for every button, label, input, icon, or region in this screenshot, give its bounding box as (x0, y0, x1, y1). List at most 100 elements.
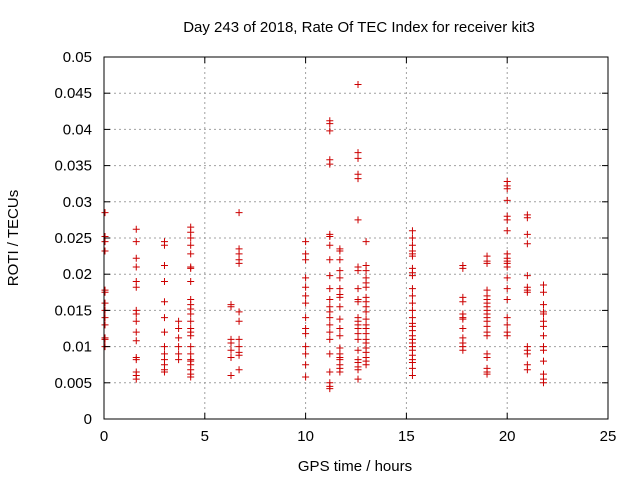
data-point (227, 353, 235, 361)
data-point (354, 366, 362, 374)
data-point (408, 272, 416, 280)
data-point (523, 288, 531, 296)
data-point (326, 256, 334, 264)
data-point (160, 277, 168, 285)
data-point (235, 351, 243, 359)
data-point (539, 281, 547, 289)
data-point (187, 277, 195, 285)
data-point (302, 361, 310, 369)
data-point (326, 160, 334, 168)
data-point (336, 303, 344, 311)
y-tick-label: 0.01 (63, 339, 92, 356)
data-point (483, 259, 491, 267)
data-point (235, 317, 243, 325)
y-tick-label: 0.035 (54, 158, 92, 175)
data-point (132, 238, 140, 246)
data-point (160, 343, 168, 351)
data-point (160, 298, 168, 306)
data-point (326, 285, 334, 293)
data-point (483, 353, 491, 361)
data-point (132, 337, 140, 345)
data-point (503, 263, 511, 271)
data-point (235, 366, 243, 374)
data-point (354, 346, 362, 354)
data-point (503, 332, 511, 340)
y-tick-label: 0 (84, 411, 92, 428)
y-tick-label: 0.05 (63, 49, 92, 66)
y-tick-label: 0.04 (63, 121, 92, 138)
data-point (132, 317, 140, 325)
plot-frame (103, 56, 609, 420)
data-point (175, 343, 183, 351)
data-point (175, 317, 183, 325)
data-point (336, 247, 344, 255)
data-point (539, 346, 547, 354)
data-point (101, 299, 109, 307)
data-point (354, 298, 362, 306)
data-point (503, 216, 511, 224)
data-point (459, 298, 467, 306)
data-point (503, 285, 511, 293)
data-point (132, 310, 140, 318)
data-point (523, 214, 531, 222)
data-point (354, 81, 362, 89)
data-point (539, 310, 547, 318)
data-point (336, 274, 344, 282)
data-point (175, 325, 183, 332)
data-point (302, 350, 310, 358)
data-point (187, 317, 195, 325)
x-tick-label: 25 (600, 428, 617, 445)
data-point (187, 373, 195, 381)
data-point (302, 299, 310, 307)
data-point (408, 227, 416, 235)
data-point (459, 315, 467, 323)
data-point (523, 350, 531, 358)
data-point (408, 234, 416, 242)
y-tick-label: 0.025 (54, 230, 92, 247)
data-point (354, 154, 362, 162)
y-tick-label: 0.03 (63, 194, 92, 211)
data-point (503, 227, 511, 235)
data-point (326, 241, 334, 249)
data-point (408, 364, 416, 372)
data-point (160, 368, 168, 376)
data-point (132, 225, 140, 233)
data-point (354, 375, 362, 383)
data-point (336, 267, 344, 275)
data-point (539, 332, 547, 340)
data-point (187, 241, 195, 249)
chart-title: Day 243 of 2018, Rate Of TEC Index for r… (183, 19, 535, 36)
data-point (326, 385, 334, 393)
data-point (132, 254, 140, 262)
y-tick-label: 0.005 (54, 375, 92, 392)
data-point (362, 267, 370, 275)
data-point (302, 274, 310, 282)
data-point (227, 346, 235, 354)
data-point (132, 283, 140, 291)
data-point (459, 325, 467, 332)
x-tick-label: 15 (398, 428, 415, 445)
data-point (302, 373, 310, 381)
data-point (326, 328, 334, 336)
data-point (354, 285, 362, 293)
data-point (336, 256, 344, 264)
data-point (326, 350, 334, 358)
x-axis-label: GPS time / hours (298, 458, 412, 475)
data-point (101, 314, 109, 322)
data-points (101, 81, 547, 393)
data-point (175, 356, 183, 364)
data-point (483, 332, 491, 340)
data-point (326, 368, 334, 376)
data-point (408, 285, 416, 293)
data-point (503, 274, 511, 282)
data-point (187, 234, 195, 242)
data-point (408, 252, 416, 260)
data-point (523, 272, 531, 280)
data-point (326, 335, 334, 343)
data-point (235, 308, 243, 316)
data-point (362, 361, 370, 369)
data-point (354, 175, 362, 183)
data-point (408, 299, 416, 307)
